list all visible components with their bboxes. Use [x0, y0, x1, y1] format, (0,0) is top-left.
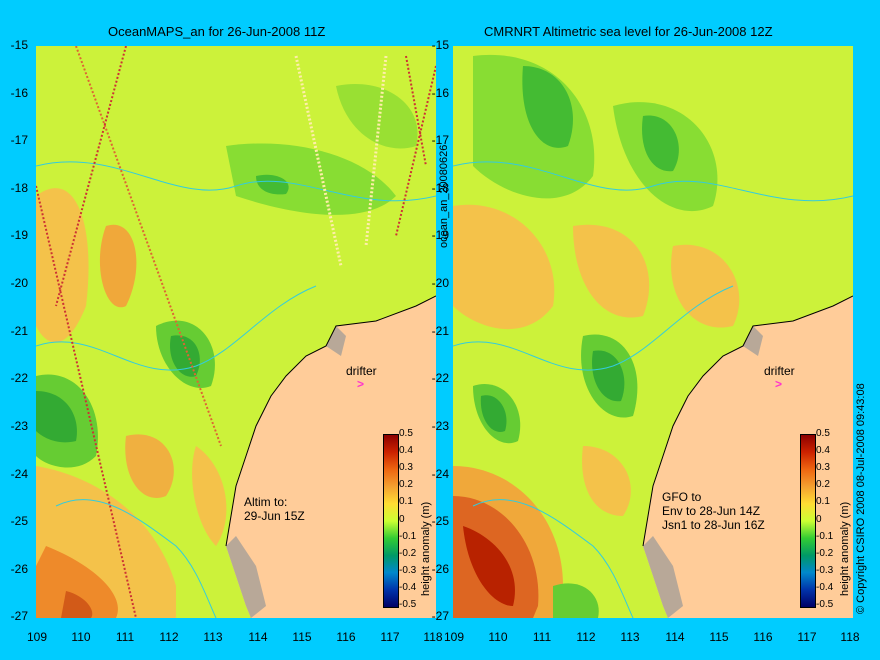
y-tick: -19 [431, 228, 449, 242]
colorbar-tick: 0.3 [399, 462, 413, 473]
y-tick: -19 [10, 228, 28, 242]
y-tick: -27 [431, 609, 449, 623]
colorbar-tick: 0.5 [399, 428, 413, 439]
x-tick: 109 [443, 630, 465, 644]
x-tick: 114 [248, 630, 268, 644]
left-drifter-label: drifter [346, 364, 377, 378]
colorbar-tick: -0.5 [816, 599, 834, 610]
y-tick: -15 [431, 38, 449, 52]
x-tick: 112 [576, 630, 596, 644]
x-tick: 117 [797, 630, 817, 644]
colorbar-tick: -0.4 [816, 582, 834, 593]
colorbar-tick: 0 [399, 514, 405, 525]
y-tick: -24 [431, 467, 449, 481]
left-colorbar-ticks: 0.5 0.4 0.3 0.2 0.1 0 -0.1 -0.2 -0.3 -0.… [399, 428, 431, 614]
colorbar-tick: -0.1 [816, 531, 834, 542]
colorbar-tick: 0.1 [399, 496, 413, 507]
left-panel-title: OceanMAPS_an for 26-Jun-2008 11Z [108, 24, 326, 39]
y-tick: -21 [431, 324, 449, 338]
y-tick: -23 [10, 419, 28, 433]
colorbar-tick: -0.2 [816, 548, 834, 559]
x-tick: 113 [203, 630, 223, 644]
y-tick: -22 [431, 371, 449, 385]
colorbar-tick: 0.4 [399, 445, 413, 456]
colorbar-tick: 0.1 [816, 496, 830, 507]
x-tick: 116 [753, 630, 773, 644]
y-tick: -26 [10, 562, 28, 576]
colorbar-tick: 0.2 [816, 479, 830, 490]
x-tick: 111 [115, 630, 135, 644]
colorbar-tick: -0.5 [399, 599, 417, 610]
colorbar-tick: 0.2 [399, 479, 413, 490]
x-tick: 109 [26, 630, 48, 644]
right-gfo-note: GFO to Env to 28-Jun 14Z Jsn1 to 28-Jun … [662, 490, 765, 532]
x-tick: 110 [71, 630, 91, 644]
colorbar-tick: -0.1 [399, 531, 417, 542]
left-map [36, 46, 436, 618]
colorbar-tick: 0 [816, 514, 822, 525]
y-tick: -22 [10, 371, 28, 385]
left-map-canvas [36, 46, 436, 618]
drifter-marker-icon: > [775, 377, 783, 391]
right-y-axis: -15 -16 -17 -18 -19 -20 -21 -22 -23 -24 … [421, 38, 453, 628]
right-map-canvas [453, 46, 853, 618]
left-colorbar [383, 434, 399, 608]
colorbar-tick: -0.3 [399, 565, 417, 576]
y-tick: -20 [431, 276, 449, 290]
y-tick: -16 [10, 86, 28, 100]
x-tick: 112 [159, 630, 179, 644]
left-x-axis: 109 110 111 112 113 114 115 116 117 118 [0, 630, 450, 650]
colorbar-tick: 0.3 [816, 462, 830, 473]
y-tick: -20 [10, 276, 28, 290]
colorbar-tick: 0.4 [816, 445, 830, 456]
x-tick: 116 [336, 630, 356, 644]
y-tick: -17 [431, 133, 449, 147]
right-x-axis: 109 110 111 112 113 114 115 116 117 118 [417, 630, 867, 650]
right-colorbar-label: height anomaly (m) [839, 501, 851, 596]
colorbar-tick: -0.4 [399, 582, 417, 593]
right-map [453, 46, 853, 618]
drifter-marker-icon: > [357, 377, 365, 391]
right-colorbar-ticks: 0.5 0.4 0.3 0.2 0.1 0 -0.1 -0.2 -0.3 -0.… [816, 428, 848, 614]
colorbar-tick: 0.5 [816, 428, 830, 439]
colorbar-tick: -0.2 [399, 548, 417, 559]
y-tick: -15 [10, 38, 28, 52]
y-tick: -18 [10, 181, 28, 195]
x-tick: 113 [620, 630, 640, 644]
x-tick: 117 [380, 630, 400, 644]
x-tick: 115 [709, 630, 729, 644]
y-tick: -21 [10, 324, 28, 338]
x-tick: 111 [532, 630, 552, 644]
y-tick: -25 [431, 514, 449, 528]
right-colorbar [800, 434, 816, 608]
y-tick: -17 [10, 133, 28, 147]
y-tick: -23 [431, 419, 449, 433]
x-tick: 118 [423, 630, 443, 644]
y-tick: -26 [431, 562, 449, 576]
y-tick: -24 [10, 467, 28, 481]
left-y-axis: -15 -16 -17 -18 -19 -20 -21 -22 -23 -24 … [0, 38, 32, 628]
right-panel-title: CMRNRT Altimetric sea level for 26-Jun-2… [484, 24, 773, 39]
y-tick: -16 [431, 86, 449, 100]
x-tick: 115 [292, 630, 312, 644]
left-altim-note: Altim to: 29-Jun 15Z [244, 495, 305, 523]
x-tick: 110 [488, 630, 508, 644]
right-drifter-label: drifter [764, 364, 795, 378]
x-tick: 114 [665, 630, 685, 644]
copyright-timestamp: © Copyright CSIRO 2008 08-Jul-2008 09:43… [855, 383, 867, 614]
y-tick: -27 [10, 609, 28, 623]
colorbar-tick: -0.3 [816, 565, 834, 576]
y-tick: -18 [431, 181, 449, 195]
y-tick: -25 [10, 514, 28, 528]
x-tick: 118 [840, 630, 860, 644]
